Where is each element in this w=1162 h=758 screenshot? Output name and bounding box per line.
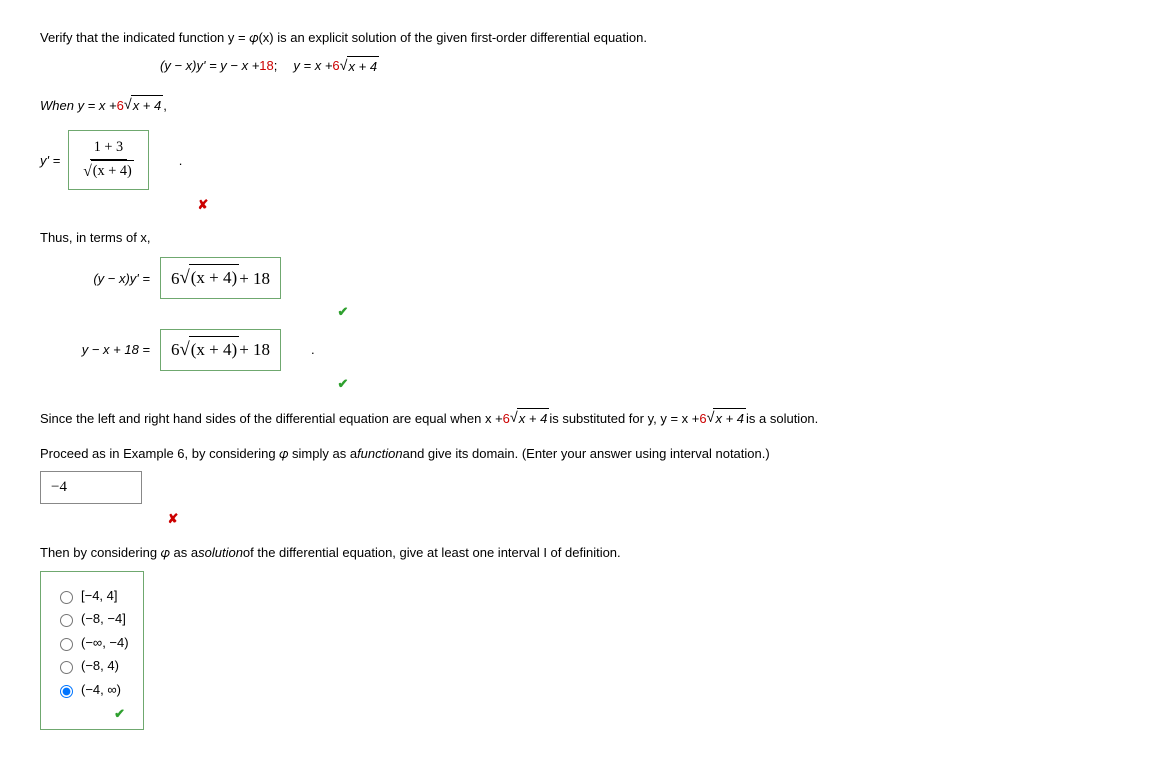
radio-group: [−4, 4] (−8, −4] (−∞, −4) (−8, 4) (−4, ∞… [40, 571, 144, 730]
domain-answer: −4 [51, 476, 67, 499]
option-label: (−∞, −4) [81, 633, 129, 653]
row-lhs-rhs-1: (y − x)y' = 6 √(x + 4) + 18 [40, 257, 1122, 299]
option-label: [−4, 4] [81, 586, 118, 606]
option-label: (−4, ∞) [81, 680, 121, 700]
row-lhs-rhs-2: y − x + 18 = 6 √(x + 4) + 18 . [40, 329, 1122, 371]
row3-lhs: y − x + 18 = [40, 340, 150, 360]
eq-lhs: (y − x)y' = y − x + [160, 56, 259, 76]
since-b: is substituted for y, y = x + [549, 409, 699, 429]
radio-option-1[interactable]: [−4, 4] [55, 586, 129, 606]
sqrt-icon: √x + 4 [124, 95, 163, 116]
radio-option-3[interactable]: (−∞, −4) [55, 633, 129, 653]
intro: Verify that the indicated function y = 𝜑… [40, 28, 647, 48]
domain-answer-row: −4 [40, 471, 1122, 504]
row3-sqrt: (x + 4) [189, 336, 239, 364]
answer-box-2[interactable]: 6 √(x + 4) + 18 [160, 257, 281, 299]
trailing-dot: . [311, 340, 315, 360]
sqrt-icon: √x + 4 [510, 408, 549, 429]
thus-line: Thus, in terms of x, [40, 228, 1122, 248]
when-sqrt: x + 4 [131, 95, 164, 116]
sqrt-body: x + 4 [347, 56, 380, 77]
row2-tail: + 18 [239, 266, 270, 292]
proceed-b: and give its domain. (Enter your answer … [403, 444, 770, 464]
frac-den: √(x + 4) [79, 160, 138, 184]
since-c: is a solution. [746, 409, 818, 429]
yprime-label: y' = [40, 151, 60, 171]
radio-input[interactable] [60, 661, 73, 674]
answer-box-3[interactable]: 6 √(x + 4) + 18 [160, 329, 281, 371]
sqrt-icon: √x + 4 [340, 56, 379, 77]
since-line: Since the left and right hand sides of t… [40, 408, 1122, 429]
then-a: Then by considering 𝜑 as a [40, 543, 198, 563]
then-sol: solution [198, 543, 243, 563]
yprime-den-body: (x + 4) [91, 160, 134, 184]
when-a: When y = x + [40, 96, 117, 116]
trailing-dot: . [179, 151, 183, 171]
eq-sep: ; [274, 56, 278, 76]
radio-option-4[interactable]: (−8, 4) [55, 656, 129, 676]
sqrt-icon: √x + 4 [707, 408, 746, 429]
row2-lhs: (y − x)y' = [60, 269, 150, 289]
radio-input[interactable] [60, 638, 73, 651]
since-coef1: 6 [503, 409, 510, 429]
since-sqrt1: x + 4 [517, 408, 550, 429]
radio-input[interactable] [60, 685, 73, 698]
yprime-row: y' = 1 + 3 √(x + 4) . [40, 130, 1122, 190]
option-label: (−8, −4] [81, 609, 126, 629]
sqrt-icon: √(x + 4) [180, 336, 240, 364]
eq-coef: 6 [332, 56, 339, 76]
when-coef: 6 [117, 96, 124, 116]
when-tail: , [163, 96, 167, 116]
then-line: Then by considering 𝜑 as a solution of t… [40, 543, 1122, 563]
eq-rhs-a: y = x + [293, 56, 332, 76]
option-label: (−8, 4) [81, 656, 119, 676]
eq-const: 18 [259, 56, 273, 76]
check-icon: ✔ [334, 374, 352, 392]
proceed-func: function [357, 444, 403, 464]
since-coef2: 6 [699, 409, 706, 429]
interval-options: [−4, 4] (−8, −4] (−∞, −4) (−8, 4) (−4, ∞… [40, 571, 1122, 730]
proceed-a: Proceed as in Example 6, by considering … [40, 444, 357, 464]
sqrt-icon: √(x + 4) [180, 264, 240, 292]
since-a: Since the left and right hand sides of t… [40, 409, 503, 429]
frac-num: 1 + 3 [90, 137, 127, 159]
intro-text: Verify that the indicated function y = 𝜑… [40, 28, 1122, 48]
radio-input[interactable] [60, 614, 73, 627]
row3-tail: + 18 [239, 337, 270, 363]
row2-coef: 6 [171, 266, 180, 292]
check-icon: ✔ [111, 705, 129, 723]
given-equation: (y − x)y' = y − x + 18 ; y = x + 6 √x + … [40, 56, 1122, 77]
radio-option-5[interactable]: (−4, ∞) [55, 680, 129, 700]
answer-box-domain[interactable]: −4 [40, 471, 142, 504]
proceed-line: Proceed as in Example 6, by considering … [40, 444, 1122, 464]
row2-sqrt: (x + 4) [189, 264, 239, 292]
radio-input[interactable] [60, 591, 73, 604]
since-sqrt2: x + 4 [713, 408, 746, 429]
cross-icon: ✘ [194, 196, 212, 214]
check-icon: ✔ [334, 303, 352, 321]
answer-box-yprime[interactable]: 1 + 3 √(x + 4) [68, 130, 149, 190]
fraction: 1 + 3 √(x + 4) [79, 137, 138, 183]
when-line: When y = x + 6 √x + 4 , [40, 95, 1122, 116]
then-b: of the differential equation, give at le… [243, 543, 621, 563]
thus: Thus, in terms of x, [40, 228, 151, 248]
cross-icon: ✘ [164, 509, 182, 527]
radio-option-2[interactable]: (−8, −4] [55, 609, 129, 629]
row3-coef: 6 [171, 337, 180, 363]
